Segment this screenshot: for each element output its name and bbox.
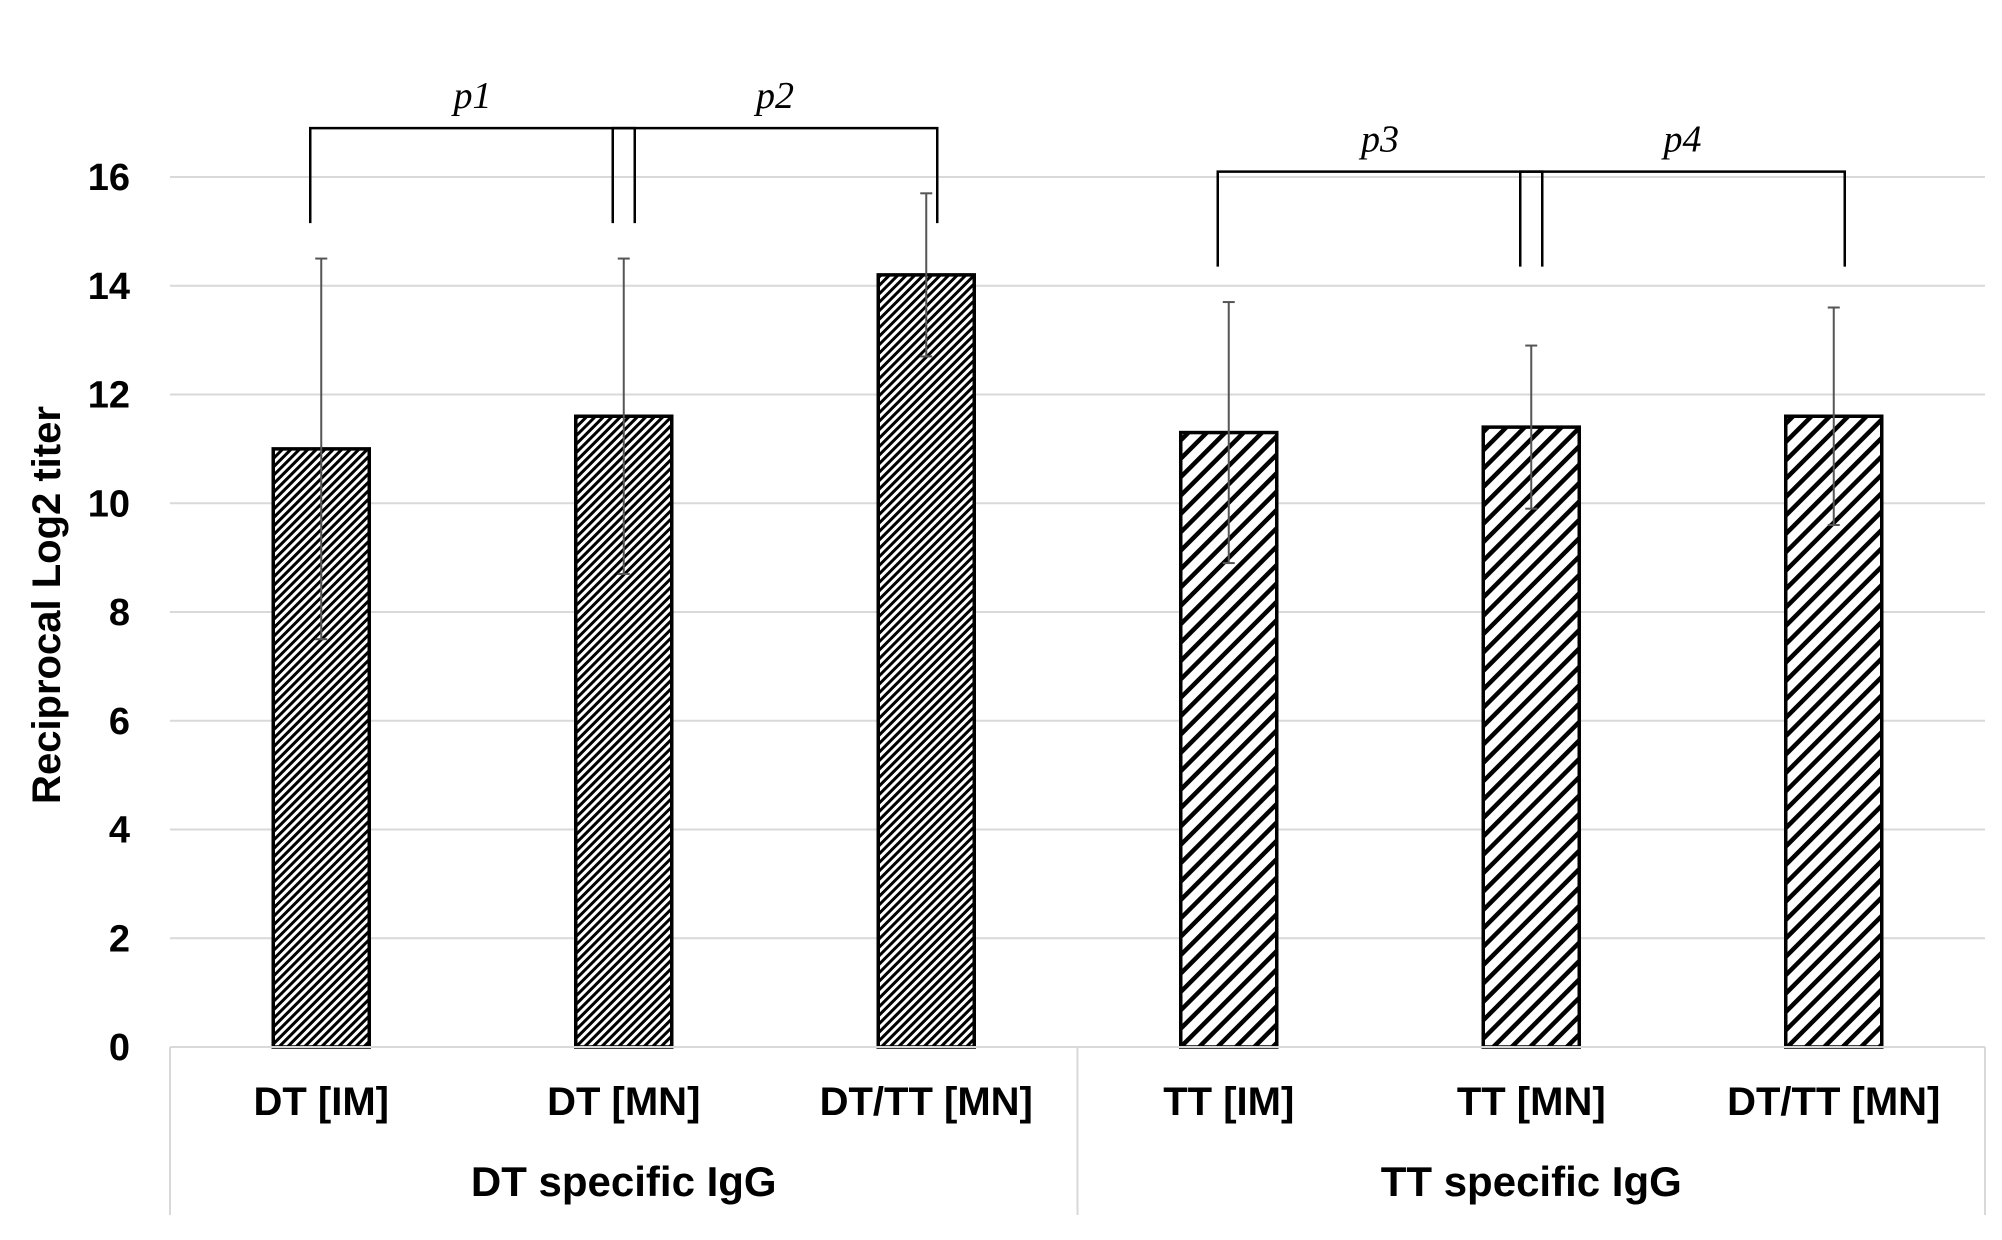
gridlines xyxy=(170,176,1985,940)
y-axis-title: Reciprocal Log2 titer xyxy=(25,406,69,804)
y-tick-label-4: 4 xyxy=(109,810,130,852)
y-tick-label-12: 12 xyxy=(88,375,130,417)
y-tick-label-8: 8 xyxy=(109,592,130,634)
bar-4 xyxy=(1481,425,1581,1049)
bracket-p2 xyxy=(611,126,939,224)
bars xyxy=(271,273,1884,1049)
y-tick-label-10: 10 xyxy=(88,483,130,525)
bracket-label-p2: p2 xyxy=(753,75,794,117)
error-bars xyxy=(315,192,1840,641)
bracket-p3 xyxy=(1216,170,1544,267)
category-label-4: TT [MN] xyxy=(1457,1080,1606,1124)
category-label-2: DT/TT [MN] xyxy=(820,1080,1033,1124)
bracket-label-p3: p3 xyxy=(1358,119,1399,161)
y-tick-label-6: 6 xyxy=(109,701,130,743)
y-tick-label-14: 14 xyxy=(88,266,130,308)
bracket-p4 xyxy=(1519,170,1846,267)
bracket-label-p4: p4 xyxy=(1661,119,1702,161)
category-label-5: DT/TT [MN] xyxy=(1727,1080,1940,1124)
group-label-1: TT specific IgG xyxy=(1381,1158,1682,1205)
y-tick-label-2: 2 xyxy=(109,918,130,960)
bracket-label-p1: p1 xyxy=(451,75,492,117)
category-label-0: DT [IM] xyxy=(253,1080,389,1124)
comparison-brackets: p1 p2 p3 p4 xyxy=(309,75,1846,267)
y-tick-label-16: 16 xyxy=(88,157,130,199)
category-label-1: DT [MN] xyxy=(547,1080,700,1124)
bracket-p1 xyxy=(309,126,636,224)
category-label-3: TT [IM] xyxy=(1163,1080,1294,1124)
y-tick-label-0: 0 xyxy=(109,1027,130,1069)
axes: 0 2 4 6 8 10 12 14 16 DT specific IgG TT specific … xyxy=(88,157,1986,1215)
group-label-0: DT specific IgG xyxy=(471,1158,777,1205)
bar-2 xyxy=(876,273,976,1049)
